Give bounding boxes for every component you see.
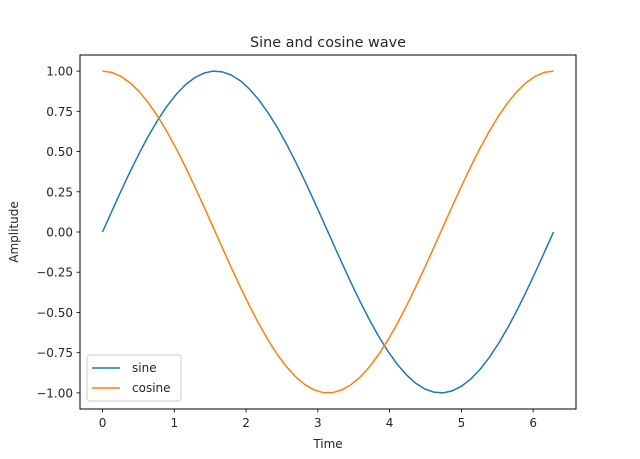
x-tick-label: 4	[386, 416, 394, 430]
chart-title: Sine and cosine wave	[250, 35, 406, 51]
legend-box	[86, 354, 182, 402]
plot-area	[79, 54, 577, 410]
x-tick-label: 3	[314, 416, 322, 430]
x-tick-label: 1	[170, 416, 178, 430]
series-layer	[101, 70, 555, 394]
y-tick-label: 0.00	[46, 226, 73, 240]
x-tick-label: 2	[242, 416, 250, 430]
x-axis-label: Time	[312, 437, 342, 451]
legend: sine cosine	[86, 354, 182, 402]
series-line-cosine	[102, 70, 554, 394]
x-axis: 0 1 2 3 4 5 6	[99, 409, 537, 430]
y-tick-label: 0.75	[46, 105, 73, 119]
y-axis: 1.00 0.75 0.50 0.25 0.00 −0.25 −0.50 −0.75 −1.00	[36, 65, 80, 400]
x-tick-label: 6	[529, 416, 537, 430]
x-tick-label: 5	[458, 416, 466, 430]
y-tick-label: 1.00	[46, 65, 73, 79]
y-axis-label: Amplitude	[7, 201, 21, 263]
y-tick-label: 0.50	[46, 145, 73, 159]
legend-label-sine: sine	[132, 361, 157, 375]
x-tick-label: 0	[99, 416, 107, 430]
y-tick-label: 0.25	[46, 185, 73, 199]
y-tick-label: −0.50	[36, 306, 73, 320]
y-tick-label: −1.00	[36, 386, 73, 400]
y-tick-label: −0.25	[36, 266, 73, 280]
legend-label-cosine: cosine	[132, 381, 171, 395]
series-line-sine	[101, 70, 555, 394]
y-tick-label: −0.75	[36, 346, 73, 360]
